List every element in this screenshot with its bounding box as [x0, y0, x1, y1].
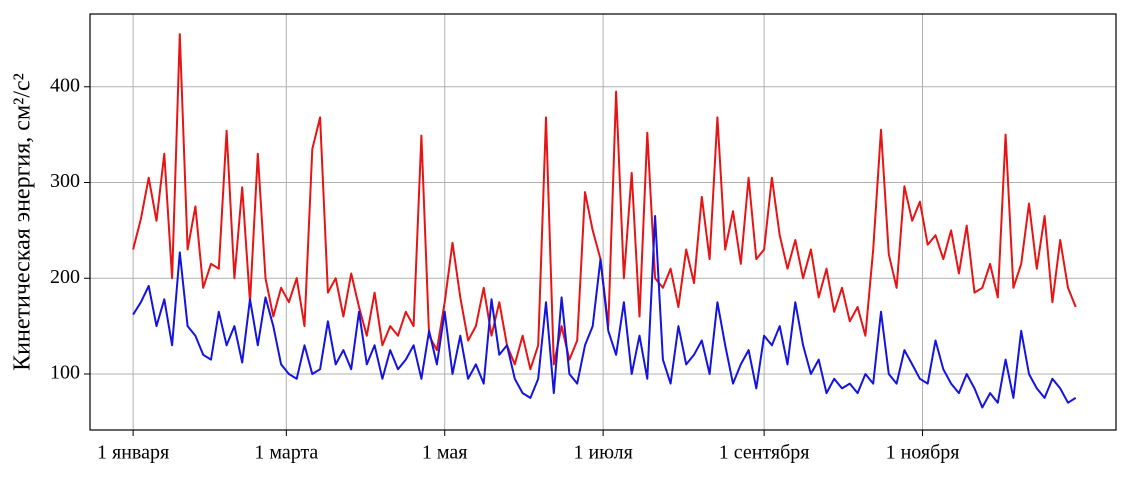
x-tick-label: 1 мая — [422, 442, 468, 464]
plot-frame — [89, 13, 1117, 431]
x-tick-label: 1 января — [97, 442, 169, 464]
x-tick-label: 1 ноября — [886, 442, 960, 464]
x-tick-label: 1 марта — [254, 442, 318, 464]
x-tick-label: 1 июля — [573, 442, 632, 464]
y-tick-label: 200 — [50, 266, 80, 288]
y-tick-label: 300 — [50, 170, 80, 192]
y-tick-label: 100 — [50, 362, 80, 384]
data-line — [132, 33, 1077, 371]
y-tick-label: 400 — [50, 74, 80, 96]
data-line — [132, 215, 1077, 409]
y-axis-label: Кинетическая энергия, см²/с² — [10, 73, 36, 371]
x-tick-label: 1 сентября — [719, 442, 810, 464]
